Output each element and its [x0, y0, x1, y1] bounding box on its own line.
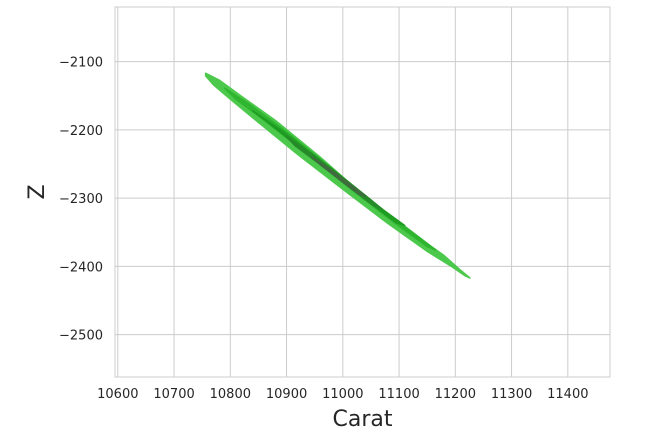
x-tick-label: 11400 — [547, 387, 588, 402]
y-axis-ticks: −2100 −2200 −2300 −2400 −2500 — [59, 56, 103, 344]
density-contours — [204, 72, 471, 279]
y-tick-label: −2200 — [59, 124, 103, 139]
x-axis-label: Carat — [333, 407, 393, 432]
y-tick-label: −2300 — [59, 192, 103, 207]
x-tick-label: 10600 — [97, 387, 138, 402]
y-tick-label: −2400 — [59, 260, 103, 275]
density-level-5 — [311, 156, 367, 197]
x-tick-label: 11100 — [378, 387, 419, 402]
y-axis-label: Z — [25, 184, 50, 199]
x-tick-label: 10800 — [210, 387, 251, 402]
x-tick-label: 10900 — [266, 387, 307, 402]
grid-lines — [115, 7, 610, 377]
y-tick-label: −2500 — [59, 329, 103, 344]
x-tick-label: 11300 — [491, 387, 532, 402]
x-tick-label: 10700 — [153, 387, 194, 402]
x-axis-ticks: 10600 10700 10800 10900 11000 11100 11200 11300… — [97, 387, 588, 402]
y-tick-label: −2100 — [59, 56, 103, 71]
x-tick-label: 11000 — [322, 387, 363, 402]
x-tick-label: 11200 — [435, 387, 476, 402]
plot-frame — [114, 6, 611, 378]
